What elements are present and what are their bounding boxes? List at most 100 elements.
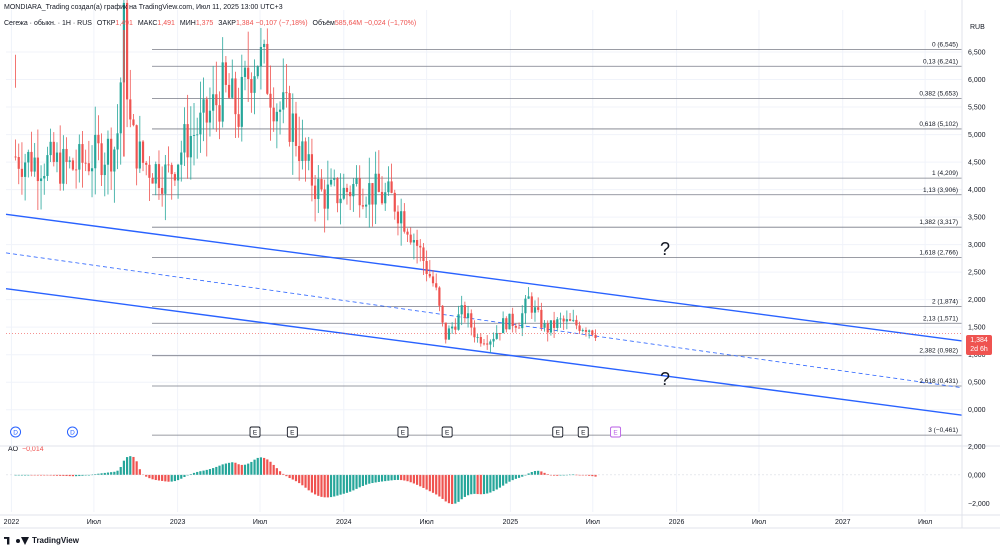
ao-bar <box>447 474 451 504</box>
price-tick-label: 1,000 <box>968 352 986 359</box>
candle-body <box>591 330 594 335</box>
earnings-marker-icon[interactable] <box>397 426 409 438</box>
candle-body <box>55 152 59 162</box>
earnings-marker-icon[interactable] <box>610 426 622 438</box>
candle-body <box>269 93 272 108</box>
dividend-marker-icon[interactable] <box>66 426 78 438</box>
ao-bar <box>349 474 352 492</box>
candle-body <box>221 62 224 122</box>
earnings-marker-icon[interactable] <box>577 426 589 438</box>
candle-body <box>463 305 466 319</box>
candle-body <box>581 330 584 331</box>
candle-body <box>314 185 317 200</box>
tradingview-logo[interactable]: TradingView <box>4 536 79 545</box>
candle-body <box>202 99 205 113</box>
candle-body <box>336 178 339 204</box>
ao-bar <box>441 474 444 499</box>
awesome-oscillator: AO −0,014 <box>6 446 962 505</box>
channel-line-middle[interactable] <box>5 252 963 389</box>
candle-body <box>145 162 148 165</box>
ao-bar <box>364 474 368 485</box>
ao-bar <box>521 474 524 477</box>
ao-bar <box>317 474 320 496</box>
ao-bar <box>575 474 578 476</box>
ao-bar <box>199 471 202 475</box>
candle-body <box>81 144 84 163</box>
ao-bar <box>94 474 97 475</box>
candle-body <box>30 151 33 172</box>
candle-body <box>349 191 352 197</box>
ao-bar <box>125 457 129 475</box>
candle-body <box>444 322 447 340</box>
ao-bar <box>320 474 323 497</box>
symbol-name[interactable]: Сегежа · обыкн. · 1Н · RUS <box>4 20 92 27</box>
candle-body <box>164 164 167 194</box>
candle-body <box>173 174 176 181</box>
ao-bar <box>237 464 240 475</box>
candle-body <box>132 119 135 126</box>
candle-body <box>278 109 282 112</box>
price-tick-label: 2,000 <box>968 297 986 304</box>
time-tick-label: 2025 <box>503 519 519 526</box>
ao-bar <box>135 461 138 475</box>
channel-line-lower[interactable] <box>5 287 963 416</box>
candle-body <box>119 82 122 134</box>
ao-bar <box>422 474 425 488</box>
time-tick-label: 2027 <box>835 519 851 526</box>
ao-bar <box>556 474 559 476</box>
candle-body <box>466 313 470 319</box>
candle-body <box>514 326 517 328</box>
ao-bar <box>492 474 495 492</box>
ao-bar <box>415 474 419 485</box>
currency-label: RUB <box>970 24 985 31</box>
trend-channel[interactable] <box>5 213 963 416</box>
candle-body <box>333 178 336 180</box>
ao-bar <box>243 464 247 475</box>
ao-bar <box>43 474 46 476</box>
high-label: МАКС <box>137 20 158 27</box>
candle-body <box>431 276 435 284</box>
ao-bar <box>110 472 113 475</box>
price-candles <box>6 0 962 353</box>
candle-body <box>94 134 97 169</box>
candle-body <box>406 231 409 235</box>
candle-body <box>482 343 486 345</box>
ao-bar <box>559 474 562 476</box>
ao-bar <box>498 474 502 488</box>
fib-level-label: 2,382 (0,982) <box>919 348 958 355</box>
earnings-marker-icon[interactable] <box>552 426 564 438</box>
candle-body <box>39 178 43 182</box>
ao-bar <box>403 474 406 481</box>
ao-bar <box>253 459 256 475</box>
earnings-marker-icon[interactable] <box>286 426 298 438</box>
candle-body <box>368 183 371 205</box>
time-axis[interactable]: 2022 Июл 2023 Июл 2024 Июл 2025 Июл 2026 Июл 2027 И… <box>4 519 933 526</box>
candle-body <box>323 189 326 209</box>
candle-body <box>103 164 106 176</box>
ao-bar <box>192 472 196 475</box>
price-axis[interactable]: RUB 6,500 6,000 5,500 5,000 4,500 4,000 3,500 3,… <box>0 0 1000 529</box>
channel-line-upper[interactable] <box>5 213 963 342</box>
time-tick-label: Июл <box>752 519 766 526</box>
price-tick-label: 5,000 <box>968 132 986 139</box>
close-value: 1,384 <box>235 20 254 27</box>
candle-body <box>556 319 559 328</box>
ao-bar <box>489 474 492 493</box>
earnings-marker-icon[interactable] <box>249 426 261 438</box>
candle-body <box>435 283 438 288</box>
ao-bar <box>371 474 374 484</box>
candle-body <box>113 149 116 172</box>
ao-bar <box>224 463 227 475</box>
ao-label: AO <box>8 446 19 453</box>
candle-body <box>275 111 278 122</box>
ao-bar <box>466 474 470 496</box>
earnings-marker-icon[interactable] <box>441 426 453 438</box>
fib-level-label: 2,618 (0,431) <box>919 378 958 385</box>
ao-bar <box>540 471 543 475</box>
candle-body <box>116 133 119 150</box>
ao-bar <box>460 474 463 500</box>
candle-body <box>594 334 597 338</box>
dividend-marker-icon[interactable] <box>10 426 22 438</box>
